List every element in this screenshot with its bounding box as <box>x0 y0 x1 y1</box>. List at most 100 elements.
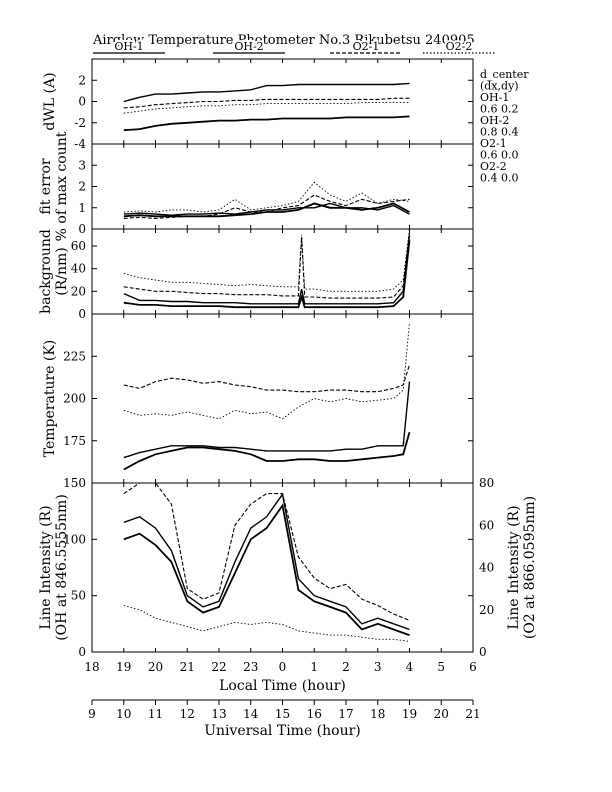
local-time-tick-label: 5 <box>437 660 445 674</box>
panel-bg: 0 20 40 60 background (R/nm) <box>38 228 474 321</box>
series-oh-2-line <box>123 432 411 471</box>
series-oh-1-line <box>123 202 410 216</box>
series-o2-2-line <box>123 605 410 642</box>
plot-panels: -4 -2 0 2 dWL (A) 0 1 2 3 fit error% of max count… <box>38 58 538 659</box>
side-note: (dx,dy) <box>480 80 519 93</box>
ut-tick-label: 20 <box>434 707 449 721</box>
y-axis-label: fit error <box>38 158 54 215</box>
side-note: 0.6 0.0 <box>480 149 518 162</box>
side-note: 0.6 0.2 <box>480 103 518 116</box>
y-tick-label: 0 <box>78 95 86 109</box>
chart-title: Airglow Temperature Photometer No.3 Riku… <box>92 33 475 48</box>
series-oh-1-line <box>123 492 410 631</box>
local-time-tick-label: 21 <box>180 660 195 674</box>
series-o2-1-line <box>123 97 410 109</box>
ut-tick-label: 10 <box>116 707 131 721</box>
y-tick-label: -4 <box>74 137 86 151</box>
y-tick-label: 200 <box>63 392 86 406</box>
series-o2-2-line <box>123 102 410 114</box>
series-oh-2-line <box>123 240 411 309</box>
ut-tick-label: 14 <box>243 707 259 721</box>
legend-label-o2-2: O2-2 <box>446 40 473 53</box>
ut-tick-label: 18 <box>370 707 385 721</box>
y-tick-label: 150 <box>63 476 86 490</box>
series-o2-1-line <box>123 364 411 393</box>
side-note: OH-2 <box>480 114 509 127</box>
ut-tick-label: 11 <box>148 707 163 721</box>
side-note: OH-1 <box>480 91 509 104</box>
ut-tick-label: 13 <box>211 707 226 721</box>
side-notes: d_center(dx,dy)OH-10.6 0.2OH-20.8 0.4O2-… <box>480 68 529 185</box>
y-tick-label: 3 <box>78 158 86 172</box>
y-axis-label: dWL (A) <box>42 72 58 130</box>
legend: OH-1 OH-2 O2-1 O2-2 <box>93 38 495 55</box>
side-note: O2-1 <box>480 137 507 150</box>
series-oh-2-line <box>123 503 410 636</box>
y2-tick-label: 0 <box>479 645 487 659</box>
legend-label-o2-1: O2-1 <box>353 40 380 53</box>
local-time-tick-label: 2 <box>342 660 350 674</box>
y-tick-label: -2 <box>74 116 86 130</box>
y2-tick-label: 20 <box>479 603 494 617</box>
y-tick-label: 0 <box>78 222 86 236</box>
panel-temp: 175 200 225 Temperature (K) <box>42 313 474 484</box>
ut-axis-label: Universal Time (hour) <box>204 723 361 739</box>
side-note: 0.8 0.4 <box>480 126 518 139</box>
y-axis-label: background <box>38 229 54 314</box>
panel-fiterr: 0 1 2 3 fit error% of max count <box>38 131 474 241</box>
y-axis-label-2: (OH at 846.5555nm) <box>54 494 70 641</box>
ut-tick-label: 16 <box>307 707 322 721</box>
legend-label-oh-1: OH-1 <box>114 40 143 53</box>
y-axis-label: Line Intensity (R) <box>38 505 54 629</box>
y2-tick-label: 80 <box>479 476 494 490</box>
y-tick-label: 225 <box>63 349 86 363</box>
local-time-axis-label: Local Time (hour) <box>219 678 346 694</box>
local-time-tick-label: 22 <box>211 660 226 674</box>
ut-tick-label: 15 <box>275 707 290 721</box>
ut-tick-label: 17 <box>338 707 353 721</box>
series-oh-1-line <box>123 82 410 103</box>
y-axis-label: Temperature (K) <box>42 340 58 458</box>
y-tick-label: 50 <box>71 589 86 603</box>
y-tick-label: 1 <box>78 201 86 215</box>
y2-axis-label-2: (O2 at 866.0595nm) <box>522 496 538 639</box>
series-oh-1-line <box>123 234 411 305</box>
local-time-tick-label: 23 <box>243 660 258 674</box>
y-tick-label: 40 <box>71 262 86 276</box>
y2-axis-label: Line Intensity (R) <box>506 505 522 629</box>
series-o2-2-line <box>123 181 410 213</box>
ut-tick-label: 12 <box>180 707 195 721</box>
series-o2-2-line <box>123 322 410 420</box>
series-oh-2-line <box>123 115 410 132</box>
side-note: 0.4 0.0 <box>480 172 518 185</box>
y-axis-label-2: (R/nm) <box>54 247 70 295</box>
panel-dwl: -4 -2 0 2 dWL (A) <box>42 58 474 151</box>
side-note: O2-2 <box>480 160 507 173</box>
local-time-tick-label: 3 <box>374 660 382 674</box>
panel-frame <box>91 58 474 145</box>
legend-label-oh-2: OH-2 <box>234 40 263 53</box>
local-time-tick-label: 1 <box>310 660 318 674</box>
y-tick-label: 0 <box>78 645 86 659</box>
ut-tick-label: 9 <box>88 707 96 721</box>
local-time-tick-label: 18 <box>84 660 99 674</box>
series-o2-2-line <box>123 228 410 292</box>
ut-tick-label: 19 <box>402 707 417 721</box>
y-tick-label: 0 <box>78 307 86 321</box>
y-tick-label: 20 <box>71 284 86 298</box>
series-o2-1-line <box>123 232 411 299</box>
panel-frame <box>91 228 474 315</box>
local-time-tick-label: 0 <box>279 660 287 674</box>
series-oh-1-line <box>123 381 411 459</box>
local-time-tick-label: 4 <box>406 660 414 674</box>
y-tick-label: 2 <box>78 180 86 194</box>
y-tick-label: 100 <box>63 532 86 546</box>
y-tick-label: 60 <box>71 239 86 253</box>
series-o2-1-line <box>123 482 410 621</box>
ut-tick-label: 21 <box>465 707 480 721</box>
side-note: d_center <box>480 68 529 81</box>
local-time-tick-label: 19 <box>116 660 131 674</box>
